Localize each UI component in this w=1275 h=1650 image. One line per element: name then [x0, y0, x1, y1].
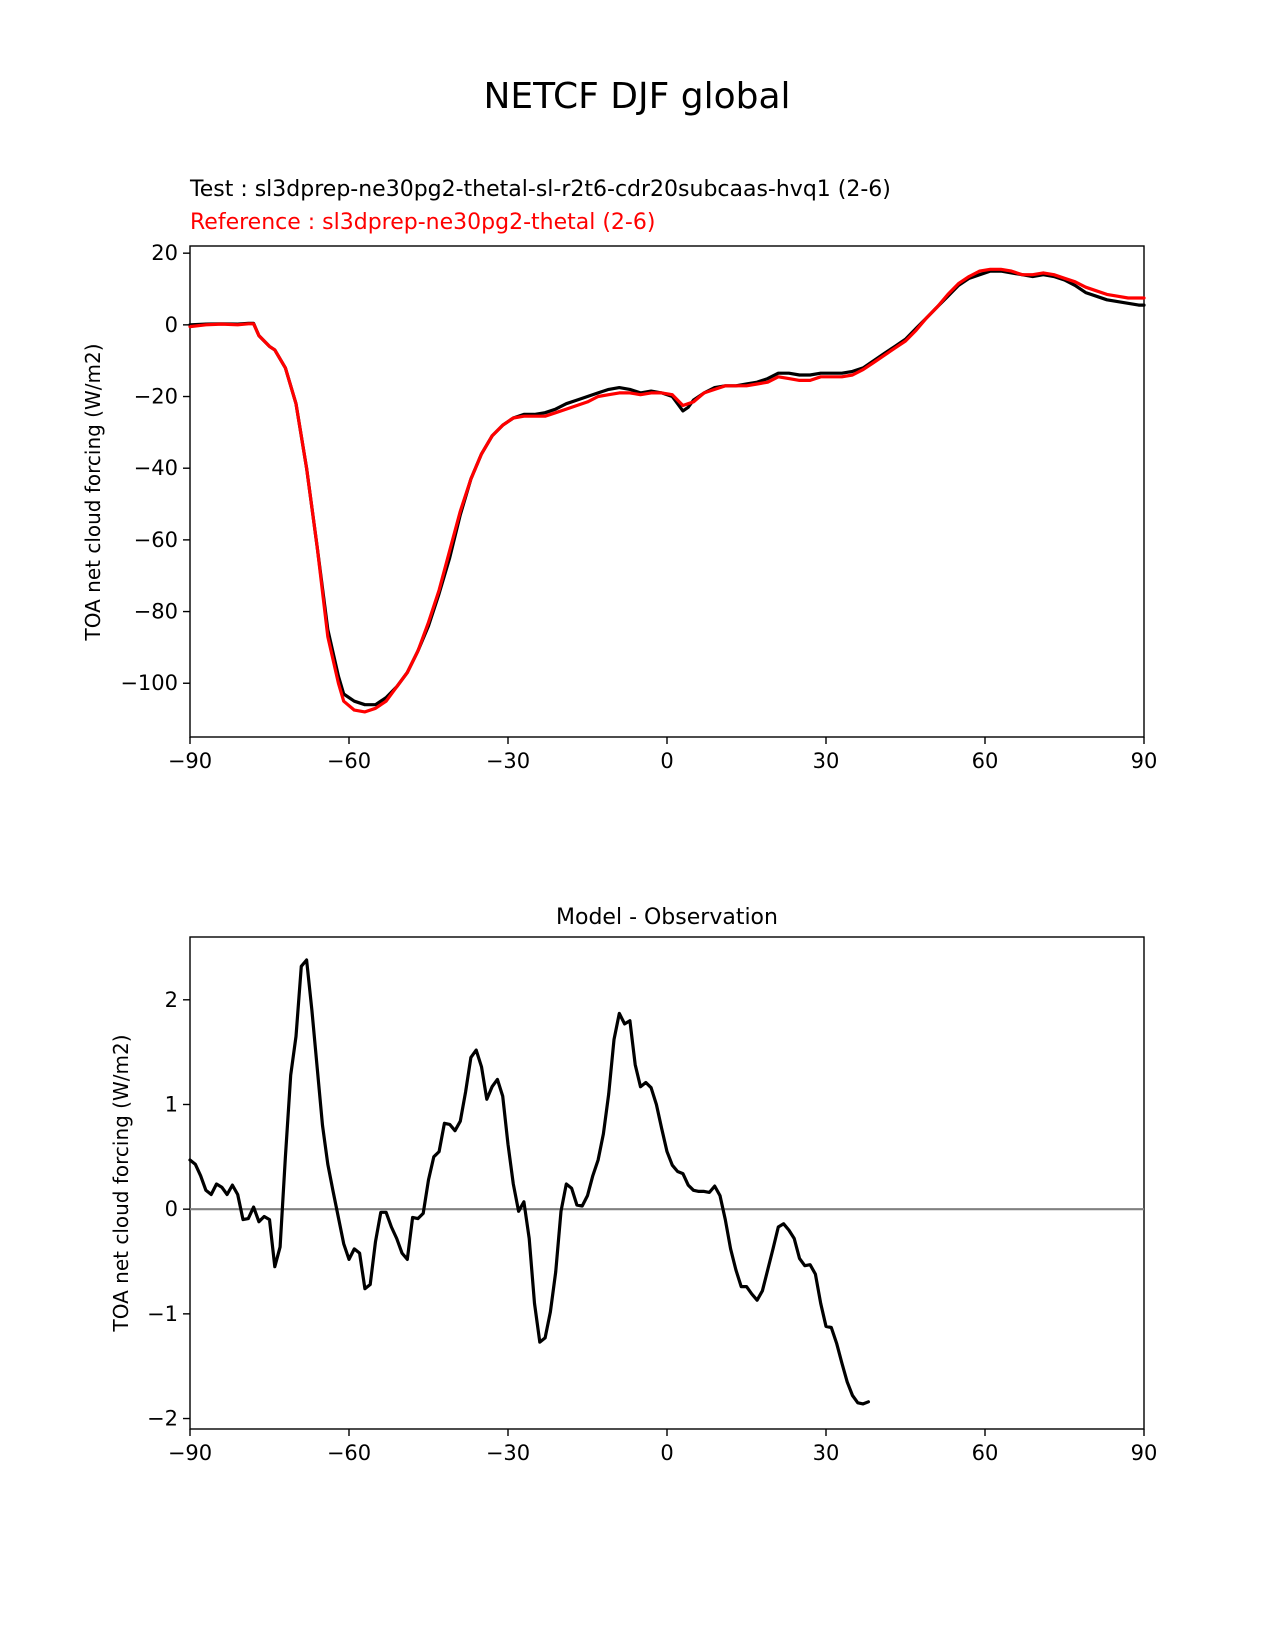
- top-x-tick-label: 60: [972, 749, 999, 773]
- bottom-x-tick-label: 30: [813, 1441, 840, 1465]
- bottom-plot-frame: [189, 936, 1145, 1430]
- top-series-group: [188, 267, 1146, 714]
- bottom-x-tick-label: −30: [486, 1441, 530, 1465]
- top-y-axis-label: TOA net cloud forcing (W/m2): [81, 343, 105, 641]
- top-x-tick-label: −30: [486, 749, 530, 773]
- top-x-tick-label: 90: [1131, 749, 1158, 773]
- top-y-tick-label: 0: [165, 313, 178, 337]
- top-y-tick-label: 20: [151, 241, 178, 265]
- top-x-tick-label: −60: [327, 749, 371, 773]
- bottom-series-model-observation-line: [188, 958, 870, 1406]
- top-chart-panel: Test : sl3dprep-ne30pg2-thetal-sl-r2t6-c…: [81, 177, 1157, 773]
- bottom-y-tick-label: 0: [165, 1197, 178, 1221]
- bottom-y-tick-label: 2: [165, 988, 178, 1012]
- bottom-x-tick-label: −60: [327, 1441, 371, 1465]
- bottom-y-tick-label: −2: [147, 1407, 178, 1431]
- bottom-y-tick-label: 1: [165, 1092, 178, 1116]
- bottom-x-tick-label: 60: [972, 1441, 999, 1465]
- bottom-y-tick-label: −1: [147, 1302, 178, 1326]
- top-series-reference-line: [188, 267, 1146, 714]
- top-x-tick-label: 30: [813, 749, 840, 773]
- top-series-test-line: [188, 269, 1146, 707]
- figure-title: NETCF DJF global: [483, 76, 790, 117]
- top-y-tick-label: −20: [134, 385, 178, 409]
- top-y-tick-label: −60: [134, 528, 178, 552]
- bottom-chart-title: Model - Observation: [556, 905, 778, 930]
- bottom-x-tick-label: −90: [168, 1441, 212, 1465]
- top-y-tick-label: −80: [134, 600, 178, 624]
- bottom-x-tick-label: 90: [1131, 1441, 1158, 1465]
- legend-test-label: Test : sl3dprep-ne30pg2-thetal-sl-r2t6-c…: [189, 177, 891, 202]
- top-axes-group: −90 −60 −30 0 30 60 90 20 0 −20 −40 −60 −80 −100: [120, 241, 1157, 773]
- legend-reference-label: Reference : sl3dprep-ne30pg2-thetal (2-6…: [190, 210, 655, 235]
- bottom-series-group: [188, 958, 1144, 1406]
- bottom-x-tick-label: 0: [660, 1441, 673, 1465]
- top-x-tick-label: 0: [660, 749, 673, 773]
- bottom-y-axis-label: TOA net cloud forcing (W/m2): [109, 1034, 133, 1332]
- bottom-axes-group: −90 −60 −30 0 30 60 90 2 1 0 −1 −2: [147, 988, 1157, 1465]
- top-y-tick-label: −100: [120, 671, 178, 695]
- bottom-chart-panel: Model - Observation −90 −60 −30 0 30 60 90210−…: [109, 905, 1157, 1465]
- top-y-tick-label: −40: [134, 456, 178, 480]
- top-x-tick-label: −90: [168, 749, 212, 773]
